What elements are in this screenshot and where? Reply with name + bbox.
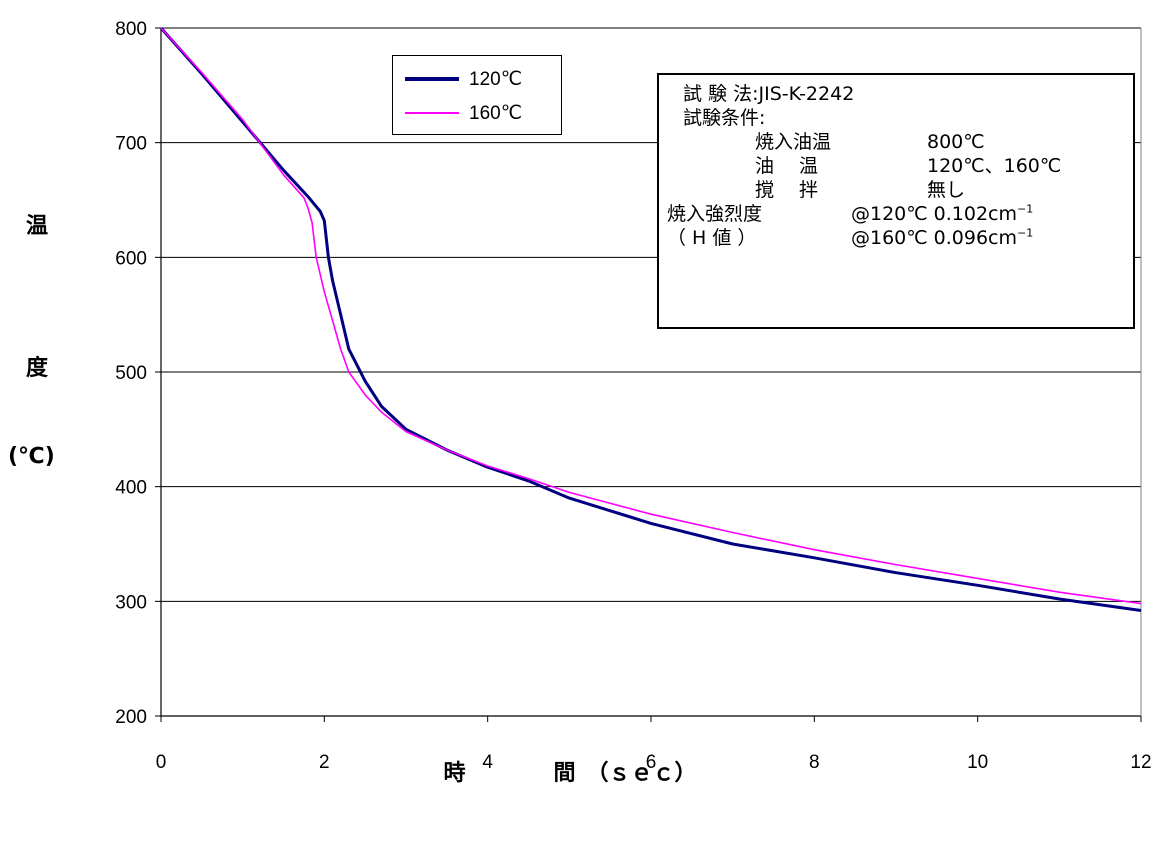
info-quench-temp-value: 800℃ bbox=[927, 131, 985, 153]
info-quench-temp-label: 焼入油温 bbox=[755, 131, 832, 153]
y-tick-label: 700 bbox=[115, 134, 147, 155]
legend-label-120: 120℃ bbox=[469, 68, 523, 90]
x-tick-label: 6 bbox=[646, 752, 657, 773]
legend-item-120: 120℃ bbox=[405, 66, 522, 92]
series-line-120 bbox=[159, 27, 1142, 612]
info-agitation-label: 撹 拌 bbox=[755, 179, 819, 201]
legend-label-160: 160℃ bbox=[469, 102, 523, 124]
x-tick-label: 10 bbox=[967, 752, 988, 773]
y-axis-label-line-2: 度 bbox=[26, 356, 49, 381]
info-severity-value-text: @120℃ 0.102cm bbox=[851, 203, 1017, 225]
info-h-value-value: @160℃ 0.096cm−1 bbox=[851, 227, 1033, 249]
x-tick-label: 0 bbox=[156, 752, 167, 773]
info-severity-value: @120℃ 0.102cm−1 bbox=[851, 203, 1033, 225]
info-agitation-value: 無し bbox=[927, 179, 966, 201]
info-test-conditions: 試験条件: bbox=[683, 107, 766, 129]
info-oil-temp-label: 油 温 bbox=[755, 155, 819, 177]
legend-item-160: 160℃ bbox=[405, 100, 522, 126]
info-h-value-value-exp: −1 bbox=[1017, 226, 1034, 240]
x-tick-label: 4 bbox=[482, 752, 493, 773]
x-axis-label: 時 間 （ｓｅｃ） bbox=[443, 761, 697, 786]
y-axis-label-line-3: (℃) bbox=[8, 444, 55, 469]
y-tick-label: 300 bbox=[115, 592, 147, 613]
x-tick-label: 8 bbox=[809, 752, 820, 773]
x-tick-label: 2 bbox=[319, 752, 330, 773]
y-tick-label: 600 bbox=[115, 248, 147, 269]
y-axis-label-line-1: 温 bbox=[26, 214, 49, 239]
info-h-value-label: （ H 値 ） bbox=[667, 227, 757, 249]
legend: 120℃ 160℃ bbox=[392, 55, 562, 135]
y-tick-label: 200 bbox=[115, 707, 147, 728]
legend-swatch-160 bbox=[405, 112, 459, 114]
info-severity-label: 焼入強烈度 bbox=[667, 203, 763, 225]
y-tick-label: 800 bbox=[115, 19, 147, 40]
info-oil-temp-value: 120℃、160℃ bbox=[927, 155, 1062, 177]
test-conditions-box: 試 験 法:JIS-K-2242 試験条件: 焼入油温 800℃ 油 温 120… bbox=[657, 73, 1135, 329]
info-h-value-value-text: @160℃ 0.096cm bbox=[851, 227, 1017, 249]
info-severity-value-exp: −1 bbox=[1017, 202, 1034, 216]
y-tick-label: 500 bbox=[115, 363, 147, 384]
x-tick-label: 12 bbox=[1130, 752, 1151, 773]
legend-swatch-120 bbox=[405, 77, 459, 81]
y-tick-label: 400 bbox=[115, 478, 147, 499]
series-line-160 bbox=[160, 27, 1142, 605]
info-test-method: 試 験 法:JIS-K-2242 bbox=[683, 83, 855, 105]
